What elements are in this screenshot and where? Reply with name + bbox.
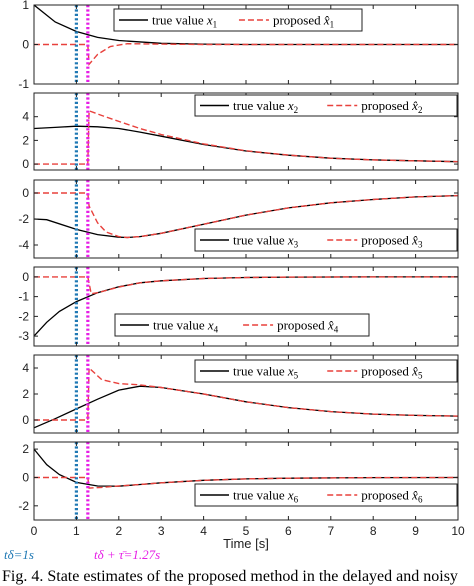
legend-estimate-label: proposed x̂4 — [277, 318, 339, 335]
y-tick-label: 4 — [22, 361, 29, 375]
y-tick-label: -2 — [18, 309, 29, 323]
y-tick-label: -1 — [18, 290, 29, 304]
y-tick-label: 2 — [22, 442, 29, 456]
legend-box — [194, 483, 458, 507]
x-tick-label: 1 — [73, 524, 80, 538]
panel-4: -3 -2 -1 0 true value x4 proposed x̂4 — [18, 266, 459, 347]
estimate-line-3 — [34, 192, 458, 239]
x-axis-label: Time [s] — [223, 536, 269, 551]
y-tick-label: 2 — [22, 387, 29, 401]
panel-3: -4 -2 0 true value x3 proposed x̂3 — [18, 179, 459, 259]
true-value-line-6 — [34, 448, 458, 487]
legend-true-label: true value x5 — [233, 364, 299, 381]
y-tick-label: 0 — [22, 157, 29, 171]
panel-5: 0 2 4 true value x5 proposed x̂5 — [22, 354, 459, 434]
y-tick-label: -2 — [18, 212, 29, 226]
estimate-line-5 — [34, 366, 458, 421]
x-tick-label: 7 — [327, 524, 334, 538]
legend-6: true value x6 proposed x̂6 — [194, 483, 458, 507]
legend-5: true value x5 proposed x̂5 — [194, 359, 458, 383]
legend-1: true value x1 proposed x̂1 — [113, 8, 363, 32]
legend-true-label: true value x2 — [233, 98, 298, 115]
figure-caption: Fig. 4. State estimates of the proposed … — [2, 568, 458, 585]
legend-2: true value x2 proposed x̂2 — [194, 94, 458, 117]
legend-box — [194, 228, 458, 252]
x-tick-label: 0 — [31, 524, 38, 538]
estimate-line-1 — [34, 42, 458, 67]
y-tick-label: 0 — [22, 413, 29, 427]
y-tick-label: 0 — [22, 270, 29, 284]
legend-4: true value x4 proposed x̂4 — [114, 313, 370, 337]
legend-estimate-label: proposed x̂2 — [361, 98, 422, 115]
panel-1: -1 0 1 true value x1 proposed x̂1 — [18, 0, 459, 91]
y-tick-label: -4 — [18, 238, 29, 252]
plot-area-4 — [34, 276, 458, 337]
legend-estimate-label: proposed x̂6 — [361, 488, 423, 505]
x-tick-label: 9 — [412, 524, 419, 538]
legend-true-label: true value x3 — [233, 233, 299, 250]
plot-area-2 — [34, 109, 458, 165]
y-tick-label: -2 — [18, 499, 29, 513]
legend-true-label: true value x6 — [233, 488, 299, 505]
y-tick-label: 0 — [22, 38, 29, 52]
y-tick-label: 1 — [22, 0, 29, 12]
y-tick-label: -3 — [18, 329, 29, 343]
legend-box — [194, 359, 458, 383]
legend-true-label: true value x4 — [153, 318, 219, 335]
estimate-line-2 — [34, 109, 458, 165]
legend-estimate-label: proposed x̂3 — [361, 233, 423, 250]
y-tick-label: 2 — [22, 133, 29, 147]
true-value-line-2 — [34, 125, 458, 163]
x-tick-label: 5 — [243, 524, 250, 538]
legend-box — [113, 8, 363, 32]
y-tick-label: 0 — [22, 186, 29, 200]
x-tick-label: 3 — [158, 524, 165, 538]
plot-area-3 — [34, 192, 458, 239]
figure-canvas: -1 0 1 true value x1 proposed x̂1 0 2 4 true val… — [4, 0, 465, 562]
x-tick-label: 6 — [285, 524, 292, 538]
legend-estimate-label: proposed x̂1 — [273, 13, 334, 30]
x-tick-label: 4 — [200, 524, 207, 538]
delay-marker-label: tδ + τ̄=1.27s — [94, 547, 160, 562]
y-tick-label: 0 — [22, 470, 29, 484]
legend-true-label: true value x1 — [152, 13, 217, 30]
axes-box-6 — [33, 441, 459, 521]
x-tick-label: 2 — [115, 524, 122, 538]
legend-box — [194, 94, 458, 117]
plot-area-6 — [34, 448, 458, 489]
x-tick-label: 10 — [451, 524, 465, 538]
true-value-line-5 — [34, 385, 458, 429]
estimate-line-4 — [34, 276, 458, 295]
legend-estimate-label: proposed x̂5 — [361, 364, 423, 381]
panel-2: 0 2 4 true value x2 proposed x̂2 — [22, 92, 459, 171]
onset-marker-label: tδ=1s — [4, 547, 34, 562]
y-tick-label: -1 — [18, 77, 29, 91]
estimate-line-6 — [34, 476, 458, 489]
y-tick-label: 4 — [22, 110, 29, 124]
legend-3: true value x3 proposed x̂3 — [194, 228, 458, 252]
x-tick-label: 8 — [370, 524, 377, 538]
plot-area-5 — [34, 366, 458, 429]
legend-box — [114, 313, 370, 337]
